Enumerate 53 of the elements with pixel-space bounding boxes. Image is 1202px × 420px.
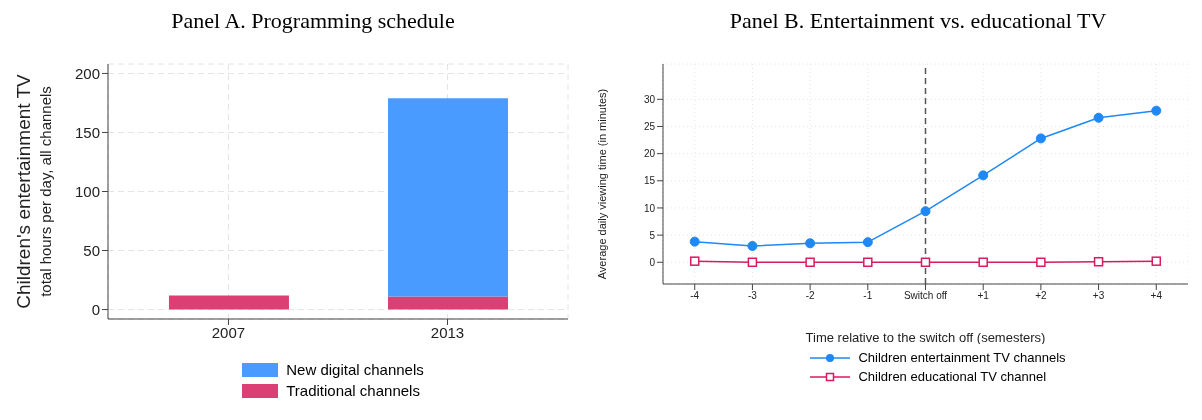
y-tick-label: 20 [643, 148, 656, 160]
y-tick-label: 25 [643, 121, 656, 133]
point [1093, 256, 1104, 267]
point [1151, 105, 1162, 116]
y-tick-label: 5 [649, 229, 656, 241]
y-tick-label: 0 [91, 300, 100, 318]
point [1036, 257, 1046, 268]
point [689, 236, 700, 247]
x-tick-label: +4 [1150, 290, 1163, 302]
x-axis-title: Time relative to the switch off (semesters) [805, 330, 1046, 345]
x-tick-label: -2 [805, 290, 815, 302]
y-axis-title: Children's entertainment TV total hours per day, all channels [13, 73, 54, 309]
point [920, 206, 931, 217]
chart-title: Panel B. Entertainment vs. educational TV [728, 8, 1108, 35]
point [1093, 112, 1104, 123]
y-tick-label: 150 [74, 123, 100, 141]
x-tick-label: 2007 [211, 323, 246, 341]
y-tick-label: 15 [643, 175, 656, 187]
y-tick-label: 50 [83, 241, 100, 259]
legend-label: Traditional channels [286, 382, 420, 399]
x-tick-label: +1 [977, 290, 990, 302]
x-tick-label: 2013 [430, 323, 465, 341]
legend-label: Children entertainment TV channels [858, 350, 1066, 365]
point [747, 240, 758, 251]
x-tick-label: +2 [1035, 290, 1048, 302]
x-tick-label: -1 [863, 290, 873, 302]
x-tick-label: -4 [690, 290, 700, 302]
bar [388, 98, 508, 297]
point [978, 257, 988, 268]
legend-label: Children educational TV channel [858, 369, 1047, 384]
legend-label: New digital channels [286, 361, 424, 378]
bar [168, 295, 289, 310]
y-axis-title: Average daily viewing time (in minutes) [596, 88, 608, 280]
y-tick-label: 0 [649, 256, 656, 268]
point [978, 170, 989, 181]
y-tick-label: 10 [643, 202, 656, 214]
y-tick-label: 30 [643, 93, 656, 105]
point [805, 238, 816, 249]
point [920, 257, 931, 268]
bar [388, 296, 508, 310]
chart-title: Panel A. Programming schedule [170, 8, 456, 35]
x-tick-label: -3 [747, 290, 758, 302]
y-tick-label: 100 [74, 182, 100, 200]
point [1035, 133, 1046, 144]
point [863, 257, 873, 268]
point [862, 237, 873, 248]
point [689, 256, 700, 266]
point [1151, 256, 1162, 266]
point [747, 257, 758, 268]
point [805, 257, 815, 268]
y-tick-label: 200 [74, 64, 100, 82]
x-tick-label: Switch off [903, 290, 948, 302]
x-tick-label: +3 [1092, 290, 1105, 302]
